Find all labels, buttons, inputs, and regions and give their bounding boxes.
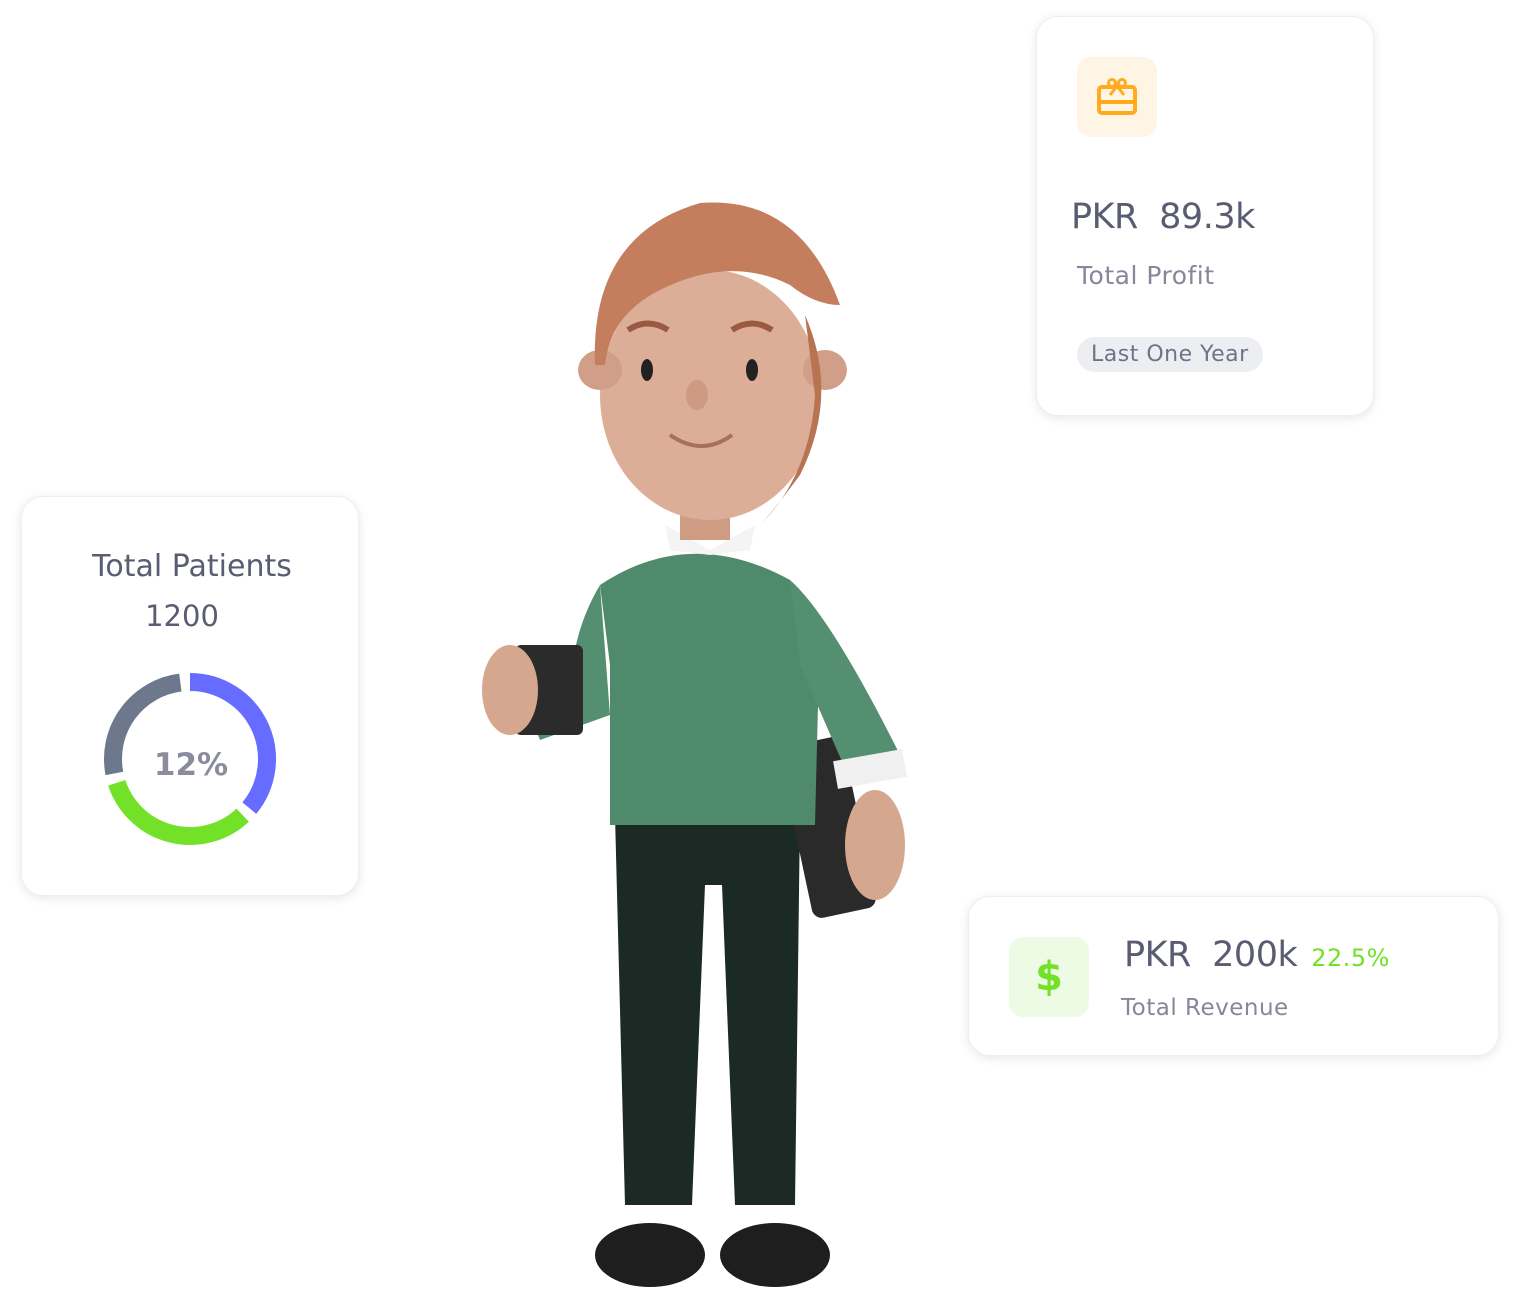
revenue-label: Total Revenue xyxy=(1121,995,1289,1021)
donut-segment-2 xyxy=(104,673,182,776)
donut-center-label: 12% xyxy=(154,747,228,783)
patients-title: Total Patients xyxy=(92,549,292,584)
dollar-icon: $ xyxy=(1009,937,1089,1017)
total-revenue-card: $ PKR 200k 22.5% Total Revenue xyxy=(968,896,1499,1056)
donut-segment-1 xyxy=(108,779,249,845)
revenue-change: 22.5% xyxy=(1311,944,1390,972)
profit-label: Total Profit xyxy=(1077,261,1215,290)
profit-amount: PKR 89.3k xyxy=(1071,197,1255,237)
donut-segment-0 xyxy=(189,673,276,814)
total-profit-card: PKR 89.3k Total Profit Last One Year xyxy=(1036,16,1374,416)
revenue-amount: PKR 200k 22.5% xyxy=(1124,935,1390,975)
3d-character-illustration xyxy=(482,202,907,1287)
total-patients-card: Total Patients 1200 12% xyxy=(21,496,359,896)
period-chip: Last One Year xyxy=(1077,337,1263,372)
gift-card-icon xyxy=(1077,57,1157,137)
patients-donut-chart: 12% xyxy=(104,673,276,845)
patients-value: 1200 xyxy=(145,599,219,633)
